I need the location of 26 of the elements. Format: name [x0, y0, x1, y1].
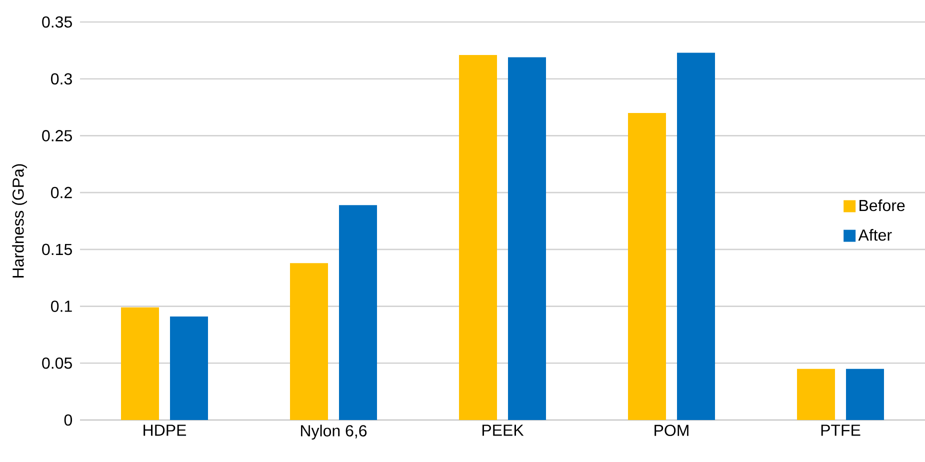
x-tick-label: Nylon 6,6: [301, 424, 367, 440]
y-tick-label: 0.35: [42, 16, 72, 28]
x-tick-label: POM: [654, 424, 688, 436]
bar: [459, 54, 497, 420]
y-tick-label: 0.2: [51, 186, 72, 198]
bar: [170, 316, 208, 420]
bar: [290, 263, 328, 420]
bar: [508, 57, 546, 420]
y-tick-label: 0.25: [42, 130, 72, 142]
y-tick-label: 0: [64, 414, 72, 426]
bar: [797, 368, 835, 420]
legend-label: After: [858, 228, 892, 241]
legend-label: Before: [860, 199, 905, 212]
y-tick-label: 0.15: [42, 244, 72, 256]
bar: [677, 52, 715, 420]
y-tick-label: 0.1: [51, 300, 72, 312]
bar: [846, 368, 884, 420]
y-tick-label: 0.05: [42, 357, 72, 369]
bar: [628, 112, 666, 420]
x-tick-label: HDPE: [144, 424, 186, 436]
x-tick-label: PEEK: [482, 424, 524, 436]
x-tick-label: PTFE: [821, 424, 860, 436]
bar: [339, 205, 377, 420]
bar: [121, 307, 160, 420]
y-axis-title: Hardness (GPa): [12, 164, 27, 278]
y-tick-label: 0.3: [51, 73, 72, 85]
